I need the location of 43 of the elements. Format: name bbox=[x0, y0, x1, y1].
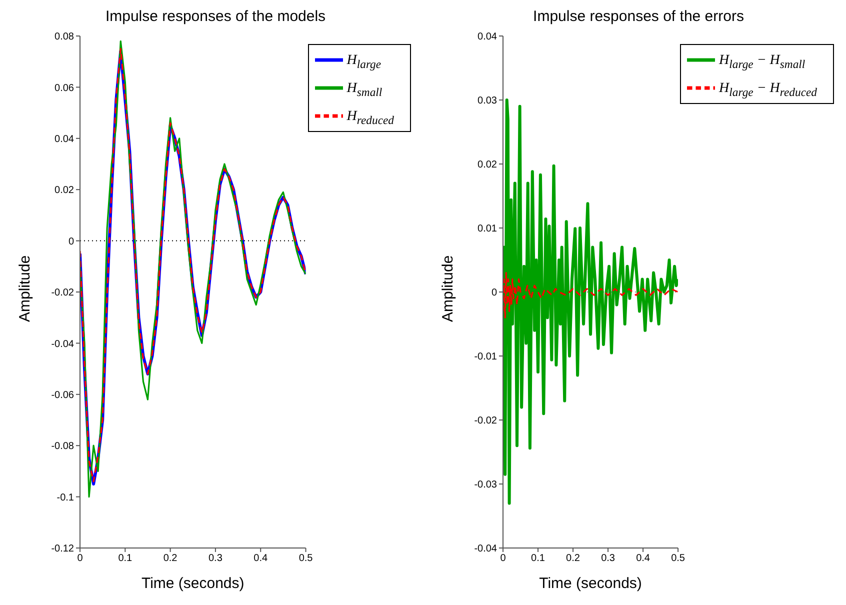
y-tick-label: -0.08 bbox=[51, 441, 74, 452]
y-tick-label: -0.03 bbox=[474, 480, 498, 491]
legend-label: H$_{large}$ bbox=[346, 53, 382, 72]
y-tick-label: 0.01 bbox=[478, 224, 498, 235]
x-axis-title: Time (seconds) bbox=[539, 575, 642, 592]
x-tick-label: 0.4 bbox=[254, 553, 268, 564]
y-tick-label: -0.04 bbox=[474, 544, 498, 555]
chart-title: Impulse responses of the models bbox=[104, 8, 327, 27]
y-tick-label: 0 bbox=[491, 288, 498, 299]
legend-label: H$_{small}$ bbox=[346, 81, 382, 100]
chart-title: Impulse responses of the errors bbox=[532, 8, 745, 27]
x-tick-label: 0.5 bbox=[671, 553, 686, 564]
x-tick-label: 0.1 bbox=[531, 553, 546, 564]
x-tick-label: 0 bbox=[500, 553, 506, 564]
y-tick-label: -0.12 bbox=[51, 544, 74, 555]
y-tick-label: -0.01 bbox=[474, 352, 498, 363]
y-tick-label: -0.06 bbox=[51, 390, 74, 401]
x-tick-label: 0.2 bbox=[566, 553, 580, 564]
x-tick-label: 0.1 bbox=[118, 553, 133, 564]
y-tick-label: -0.02 bbox=[51, 288, 74, 299]
y-axis-title: Amplitude bbox=[439, 255, 456, 322]
y-tick-label: 0.03 bbox=[478, 96, 498, 107]
x-tick-label: 0.4 bbox=[636, 553, 650, 564]
y-tick-label: 0.04 bbox=[54, 134, 74, 145]
y-tick-label: -0.04 bbox=[51, 338, 74, 350]
y-tick-label: 0.08 bbox=[54, 32, 74, 43]
y-tick-label: 0.04 bbox=[478, 32, 498, 43]
y-tick-label: -0.1 bbox=[56, 492, 74, 504]
legend-label: H$_{reduced}$ bbox=[346, 109, 394, 128]
y-tick-label: 0.02 bbox=[478, 160, 498, 171]
y-tick-label: 0 bbox=[68, 236, 74, 248]
x-tick-label: 0 bbox=[77, 553, 84, 564]
x-tick-label: 0.3 bbox=[208, 553, 223, 564]
legend-label: H$_{large}$ − H$_{small}$ bbox=[719, 53, 806, 72]
x-tick-label: 0.2 bbox=[163, 553, 178, 564]
x-axis-title: Time (seconds) bbox=[141, 575, 244, 592]
y-tick-label: 0.02 bbox=[54, 185, 74, 196]
legend-label: H$_{large}$ − H$_{reduced}$ bbox=[719, 81, 817, 100]
y-axis-title: Amplitude bbox=[16, 255, 34, 322]
x-tick-label: 0.5 bbox=[298, 553, 314, 564]
y-tick-label: -0.02 bbox=[474, 416, 498, 427]
y-tick-label: 0.06 bbox=[54, 82, 74, 94]
x-tick-label: 0.3 bbox=[601, 553, 616, 564]
